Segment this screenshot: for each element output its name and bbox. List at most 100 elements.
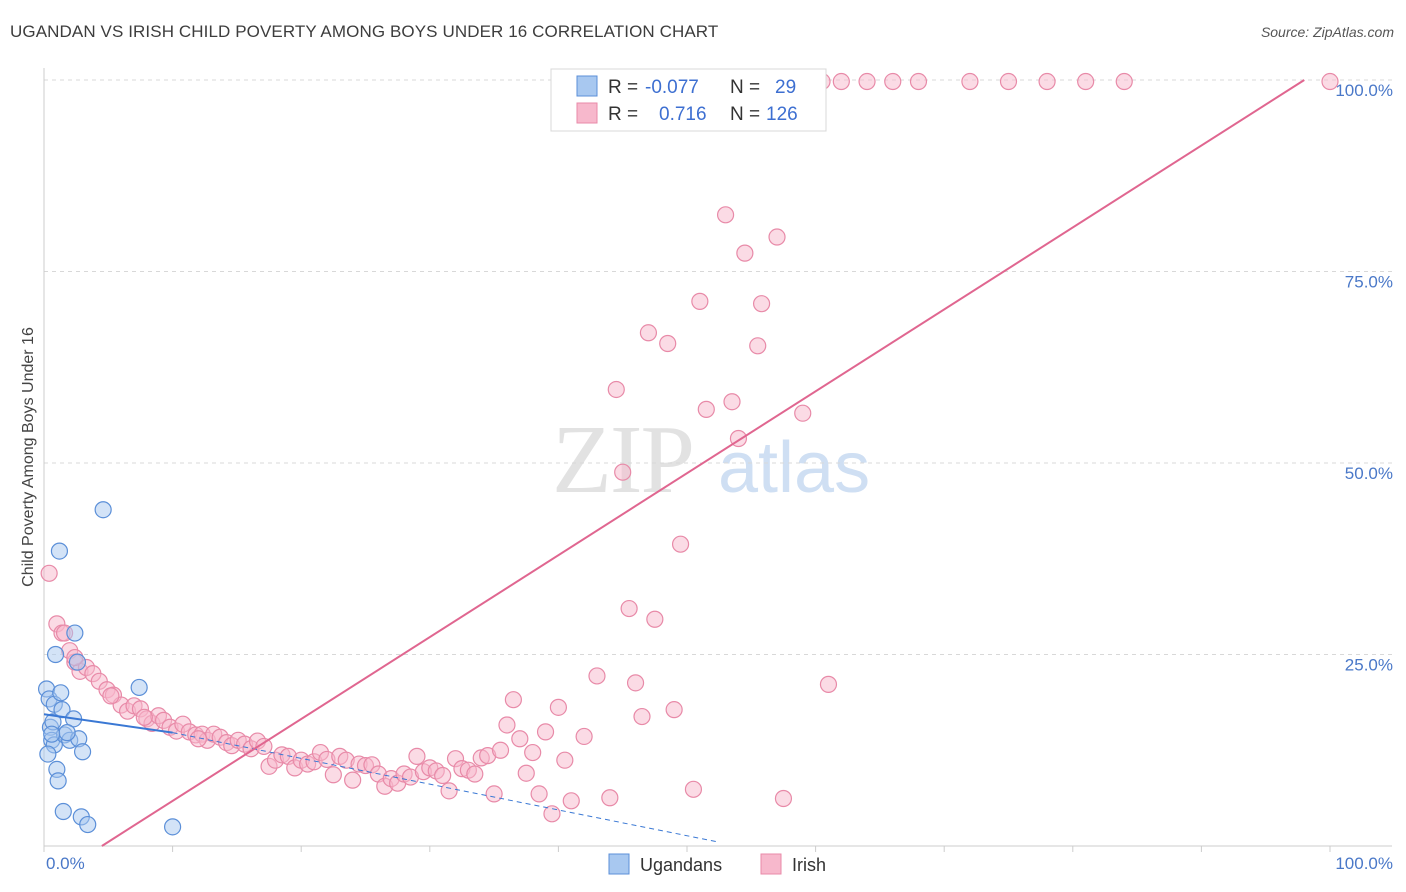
- irish-point-112: [909, 72, 928, 91]
- irish-point-105: [768, 228, 786, 246]
- irish-point-106: [774, 789, 793, 808]
- ugandans-point-18: [68, 653, 87, 671]
- bottom-legend-ugandans: Ugandans: [640, 855, 722, 875]
- irish-point-90: [633, 707, 651, 726]
- irish-point-93: [659, 334, 677, 353]
- irish-point-0: [40, 564, 58, 582]
- ugandans-points: [37, 501, 182, 836]
- irish-point-116: [1077, 72, 1095, 91]
- irish-point-121: [135, 708, 153, 726]
- trend-lines: [43, 79, 1305, 847]
- y-tick-label-100: 100.0%: [1335, 81, 1393, 100]
- ugandans-point-11: [52, 684, 70, 702]
- irish-point-86: [607, 380, 625, 399]
- irish-point-104: [752, 295, 771, 313]
- irish-point-109: [832, 72, 850, 91]
- x-tick-label-100: 100.0%: [1335, 854, 1393, 873]
- irish-point-108: [819, 675, 838, 693]
- irish-point-71: [491, 741, 510, 759]
- irish-point-123: [1321, 72, 1339, 91]
- y-axis-label: Child Poverty Among Boys Under 16: [20, 327, 37, 587]
- legend-swatch-irish: [576, 102, 598, 124]
- ugandans-point-7: [46, 645, 65, 664]
- bottom-legend-swatch-ugandans: [608, 853, 630, 875]
- irish-point-99: [716, 206, 735, 224]
- ugandans-point-9: [49, 772, 67, 790]
- irish-point-120: [102, 687, 120, 705]
- ugandans-trend-line: [43, 713, 173, 734]
- irish-point-75: [517, 764, 535, 782]
- irish-point-88: [620, 599, 638, 618]
- irish-point-122: [189, 730, 207, 748]
- irish-point-97: [691, 292, 709, 310]
- irish-point-91: [639, 324, 658, 342]
- irish-point-113: [961, 72, 979, 91]
- irish-point-115: [1038, 72, 1056, 91]
- gridlines: [44, 79, 1392, 655]
- ugandans-point-10: [50, 542, 69, 560]
- ugandans-point-23: [94, 501, 112, 519]
- source-label: Source: ZipAtlas.com: [1260, 24, 1394, 40]
- irish-points: [40, 72, 1339, 823]
- irish-point-107: [794, 404, 812, 422]
- ugandans-point-24: [130, 678, 148, 697]
- irish-point-48: [344, 771, 362, 789]
- series-legend: Ugandans Irish: [608, 853, 826, 875]
- irish-point-58: [408, 747, 426, 765]
- irish-point-72: [498, 716, 516, 734]
- irish-point-85: [601, 789, 619, 807]
- irish-trend-line: [101, 79, 1305, 847]
- ugandans-point-17: [66, 624, 84, 642]
- axes: [43, 68, 1392, 852]
- irish-point-84: [588, 667, 606, 685]
- irish-point-102: [736, 244, 754, 262]
- irish-point-81: [556, 751, 574, 769]
- legend-r-label-ugandans: R =: [608, 77, 638, 98]
- irish-point-111: [884, 72, 902, 91]
- legend-n-value-irish: 126: [766, 104, 798, 125]
- y-tick-label-50: 50.0%: [1345, 464, 1393, 483]
- y-tick-label-75: 75.0%: [1345, 273, 1393, 292]
- ugandans-point-21: [73, 743, 92, 761]
- irish-point-74: [511, 730, 529, 748]
- ugandans-point-26: [39, 745, 57, 763]
- irish-point-96: [684, 780, 703, 798]
- irish-point-83: [575, 727, 593, 746]
- ugandans-point-28: [58, 724, 76, 742]
- irish-point-87: [614, 463, 632, 481]
- bottom-legend-swatch-irish: [760, 853, 782, 875]
- y-tick-label-25: 25.0%: [1345, 656, 1393, 675]
- irish-point-100: [723, 393, 741, 411]
- irish-point-114: [999, 72, 1018, 91]
- ugandans-trend-extension: [172, 732, 720, 843]
- legend-r-label-irish: R =: [608, 104, 638, 125]
- bottom-legend-irish: Irish: [792, 855, 826, 875]
- irish-point-77: [530, 785, 548, 803]
- ugandans-point-25: [164, 818, 182, 836]
- legend-r-value-ugandans: -0.077: [645, 77, 699, 98]
- irish-point-78: [536, 723, 555, 741]
- legend-n-value-ugandans: 29: [775, 77, 796, 98]
- irish-point-94: [665, 701, 683, 719]
- irish-point-80: [549, 698, 568, 716]
- ugandans-point-22: [79, 815, 97, 834]
- irish-point-117: [1115, 72, 1133, 91]
- irish-point-73: [504, 691, 522, 709]
- ugandans-point-27: [43, 725, 61, 743]
- irish-point-110: [858, 72, 876, 91]
- tick-labels: 25.0% 50.0% 75.0% 100.0% 0.0% 100.0%: [46, 81, 1393, 873]
- irish-point-34: [255, 737, 273, 756]
- irish-point-62: [434, 766, 452, 785]
- legend-r-value-irish: 0.716: [659, 104, 707, 125]
- irish-point-70: [485, 785, 503, 803]
- legend-n-label-irish: N =: [730, 104, 760, 125]
- irish-point-95: [671, 535, 690, 553]
- irish-point-98: [697, 400, 715, 418]
- irish-point-92: [646, 610, 664, 628]
- legend-n-label-ugandans: N =: [730, 77, 760, 98]
- watermark-zip: ZIP: [552, 406, 693, 514]
- irish-point-45: [324, 766, 342, 784]
- irish-point-89: [626, 674, 645, 692]
- irish-point-103: [749, 337, 767, 355]
